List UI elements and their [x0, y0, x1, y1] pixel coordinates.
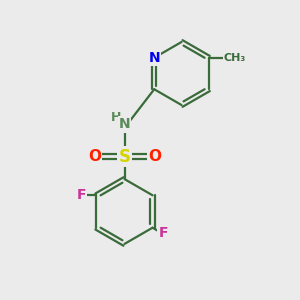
Text: O: O: [88, 149, 101, 164]
Text: H: H: [111, 111, 121, 124]
Text: F: F: [77, 188, 86, 202]
Text: S: S: [118, 148, 130, 166]
Text: N: N: [119, 118, 130, 131]
Text: CH₃: CH₃: [224, 53, 246, 63]
Text: O: O: [148, 149, 161, 164]
Text: F: F: [158, 226, 168, 240]
Text: N: N: [148, 51, 160, 65]
